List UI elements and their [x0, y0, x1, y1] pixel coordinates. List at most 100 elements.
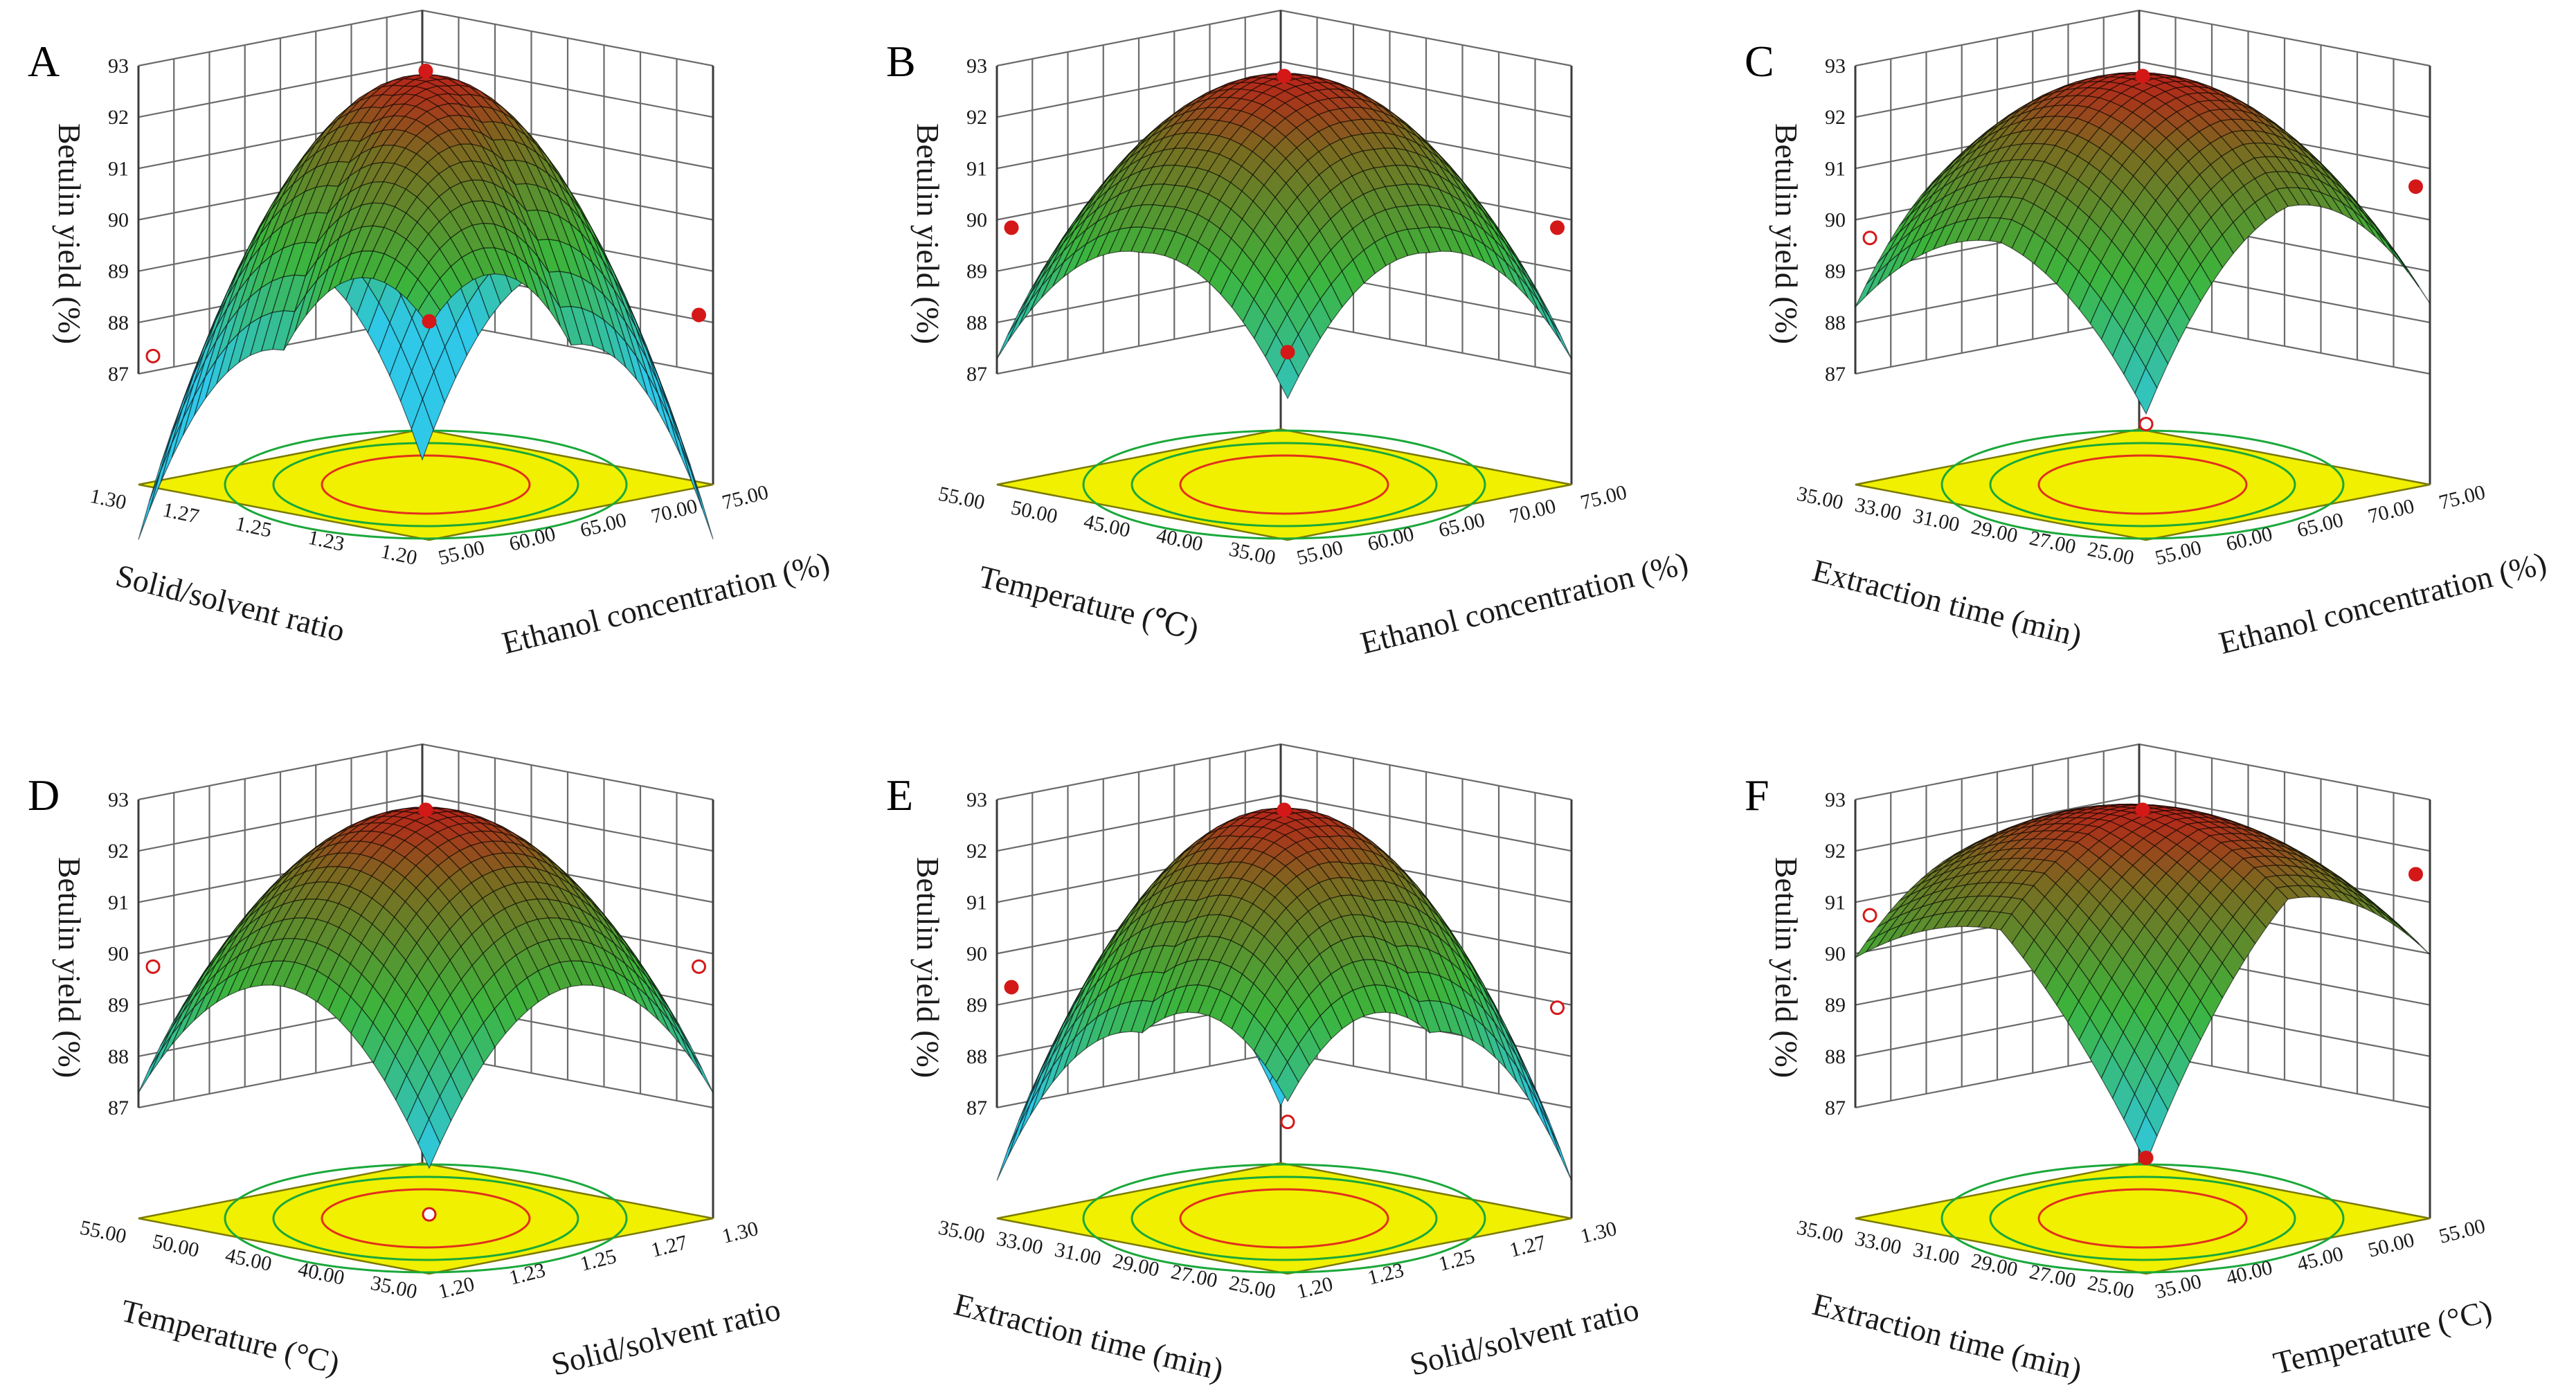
design-point [422, 314, 437, 329]
wall-hgrid [996, 9, 1572, 67]
right-axis-tick: 55.00 [2153, 536, 2204, 569]
right-axis-tick: 60.00 [1365, 522, 1416, 555]
left-axis-tick: 1.25 [233, 512, 273, 542]
left-axis-tick: 31.00 [1053, 1238, 1104, 1270]
wall-hgrid [1855, 743, 2431, 801]
right-axis-tick: 65.00 [578, 508, 629, 541]
response-surface [138, 73, 714, 540]
left-axis-tick: 25.00 [1227, 1272, 1278, 1304]
floor-contour [224, 1163, 628, 1274]
design-point [1280, 1115, 1295, 1130]
right-axis-label: Solid/solvent ratio [548, 1291, 784, 1382]
left-axis-tick: 27.00 [1169, 1261, 1220, 1292]
right-axis-tick: 55.00 [2437, 1214, 2487, 1247]
floor-contour [1082, 1163, 1486, 1274]
z-tick-label: 87 [1825, 363, 1846, 386]
surface-cell [1538, 300, 1561, 342]
wall-hgrid [996, 743, 1572, 801]
panel-B: 87 88 89 90 91 92 93 Betulin yield (%) 55.00 50.0… [886, 9, 1691, 661]
floor-contour [1179, 1188, 1389, 1249]
panel-letter: E [886, 770, 913, 820]
left-axis-tick: 33.00 [1853, 1227, 1904, 1259]
z-tick-label: 90 [108, 209, 129, 232]
right-axis-tick: 50.00 [2366, 1228, 2416, 1261]
floor-contour [1082, 429, 1486, 540]
floor-contour [1131, 1175, 1438, 1261]
left-axis-label: Extraction time (min) [951, 1286, 1227, 1387]
left-axis-tick: 35.00 [1795, 1216, 1846, 1248]
z-tick-label: 90 [1825, 943, 1846, 966]
panel-letter: C [1745, 37, 1774, 86]
z-tick-label: 93 [108, 788, 129, 811]
left-axis-tick: 40.00 [1155, 524, 1205, 556]
z-tick-label: 89 [108, 994, 129, 1017]
floor-contour [321, 1188, 531, 1249]
right-axis-tick: 1.27 [1507, 1231, 1548, 1262]
left-axis-label: Temperature (°C) [118, 1292, 343, 1381]
right-axis-tick: 55.00 [1295, 536, 1345, 569]
design-point [1277, 69, 1292, 84]
design-point [2408, 867, 2423, 882]
right-axis-tick: 65.00 [2295, 508, 2345, 541]
z-axis-label: Betulin yield (%) [910, 123, 946, 344]
z-tick-label: 92 [108, 840, 129, 863]
z-tick-label: 91 [1825, 891, 1846, 914]
left-axis-tick: 45.00 [1082, 510, 1133, 542]
z-tick-label: 91 [108, 891, 129, 914]
left-axis-tick: 1.30 [88, 485, 128, 514]
design-point [422, 1207, 437, 1222]
floor-contour [1940, 429, 2345, 540]
z-tick-label: 93 [966, 55, 987, 78]
z-axis-label: Betulin yield (%) [1769, 857, 1804, 1078]
right-axis-tick: 35.00 [2153, 1270, 2204, 1303]
response-surface [996, 807, 1572, 1181]
right-axis-tick: 1.30 [720, 1217, 761, 1248]
left-axis-tick: 25.00 [2086, 1272, 2136, 1304]
z-tick-label: 91 [1825, 157, 1846, 180]
z-tick-label: 87 [966, 1097, 987, 1119]
left-axis-tick: 33.00 [995, 1227, 1045, 1259]
z-tick-label: 88 [1825, 1045, 1846, 1068]
left-axis-tick: 35.00 [369, 1272, 420, 1304]
left-axis-label: Temperature (℃) [975, 559, 1203, 647]
surface-cell [1526, 1083, 1551, 1135]
z-axis-label: Betulin yield (%) [52, 857, 87, 1078]
right-axis-tick: 55.00 [436, 536, 487, 569]
z-tick-label: 92 [1825, 840, 1846, 863]
left-axis-tick: 1.23 [306, 526, 346, 556]
left-axis-tick: 29.00 [1970, 516, 2020, 548]
z-tick-label: 90 [1825, 209, 1846, 232]
left-axis-tick: 35.00 [1227, 538, 1278, 570]
response-surface [138, 806, 714, 1170]
wall-hgrid [1855, 9, 2431, 67]
surface-cell [160, 418, 183, 483]
left-axis-tick: 27.00 [2028, 527, 2078, 559]
right-axis-label: Ethanol concentration (%) [1357, 546, 1691, 661]
left-axis-tick: 1.20 [379, 540, 419, 570]
left-axis-tick: 35.00 [1795, 483, 1846, 514]
panel-D: 87 88 89 90 91 92 93 Betulin yield (%) 55.00 50.0… [28, 743, 784, 1382]
design-point [1280, 345, 1295, 360]
surface-cell [668, 417, 692, 481]
design-point [418, 63, 433, 78]
floor-contour [1131, 442, 1438, 528]
panel-C: 87 88 89 90 91 92 93 Betulin yield (%) 35.00 33.0… [1745, 9, 2550, 660]
z-tick-label: 92 [1825, 106, 1846, 129]
right-axis-tick: 75.00 [720, 480, 771, 514]
z-tick-label: 87 [1825, 1097, 1846, 1119]
z-tick-label: 89 [108, 260, 129, 283]
design-point [1862, 231, 1877, 246]
panel-letter: A [28, 37, 60, 86]
z-tick-label: 88 [108, 1045, 129, 1068]
right-axis-tick: 60.00 [507, 522, 557, 555]
left-axis-tick: 31.00 [1911, 1238, 1962, 1270]
floor-contour [321, 454, 531, 515]
z-tick-label: 93 [966, 788, 987, 811]
z-tick-label: 90 [966, 943, 987, 966]
z-tick-label: 91 [966, 157, 987, 180]
wall-hgrid [138, 9, 714, 67]
design-point [418, 802, 433, 818]
left-axis-label: Solid/solvent ratio [112, 557, 348, 648]
